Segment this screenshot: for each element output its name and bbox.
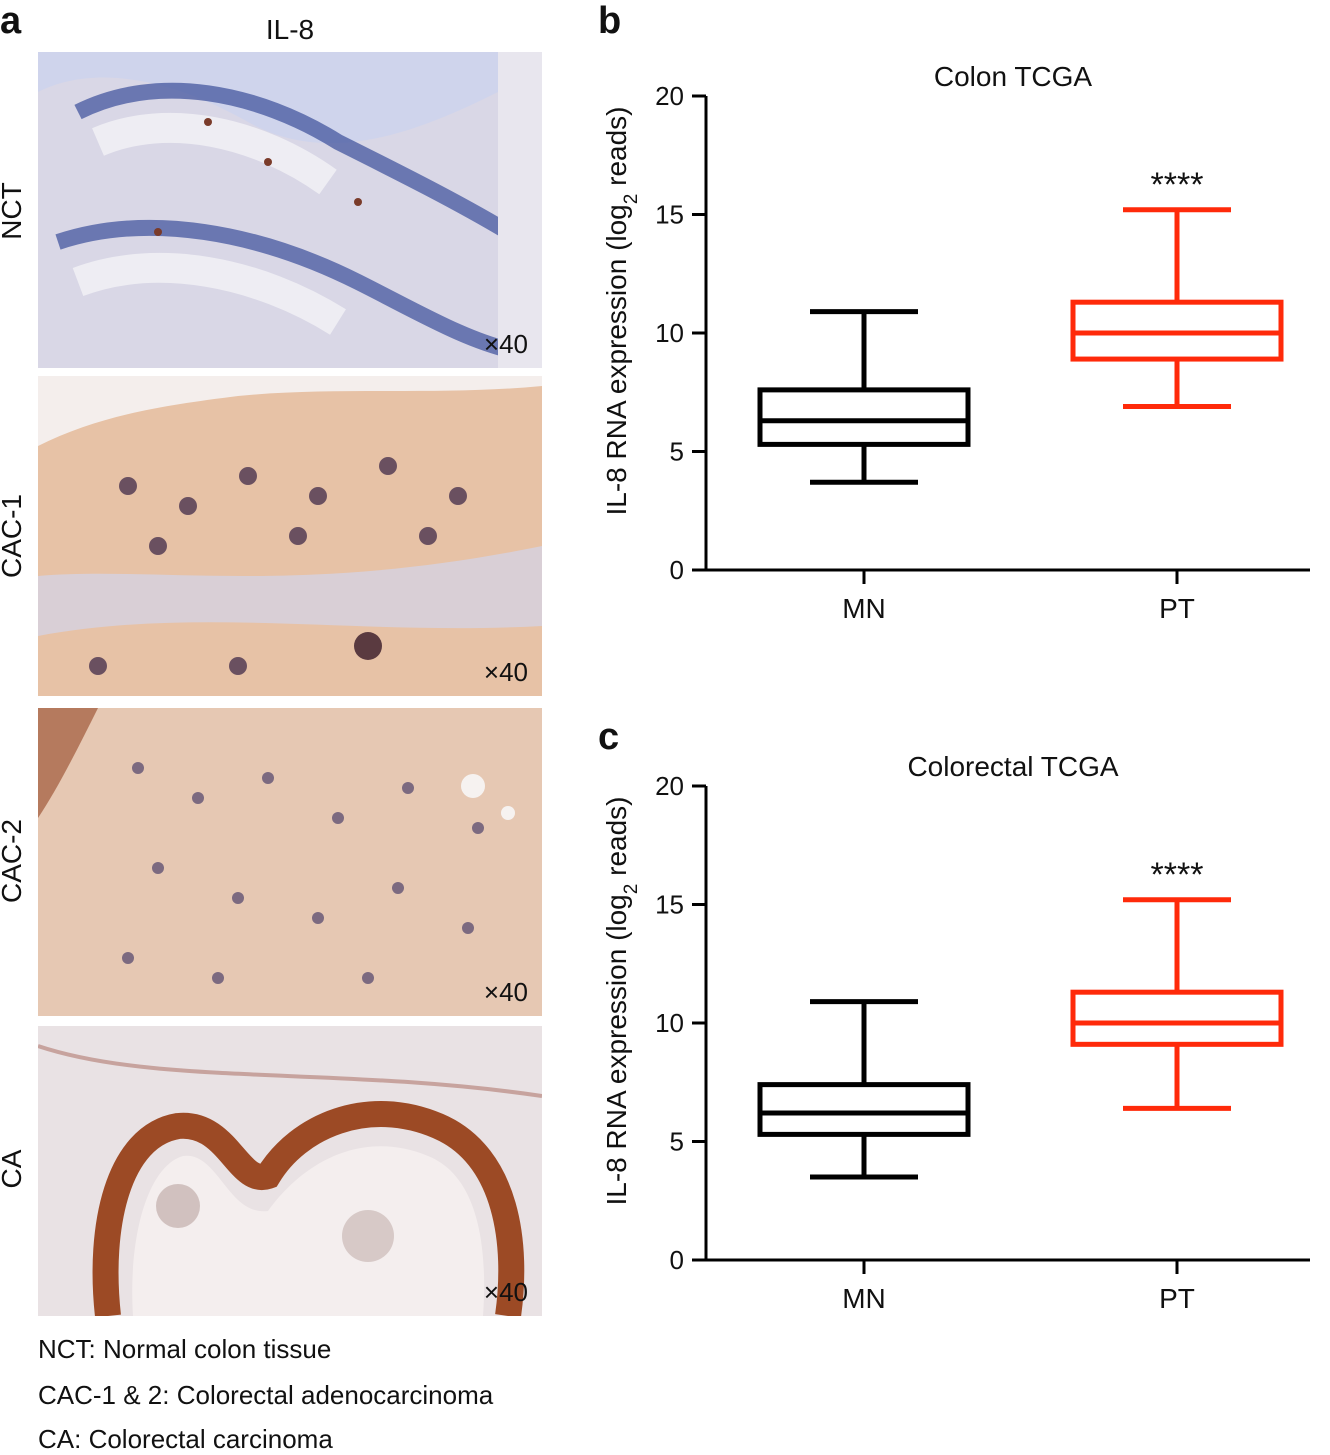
micrograph-nct: ×40	[38, 52, 542, 368]
y-tick-label: 5	[670, 437, 684, 467]
y-tick-label: 20	[655, 81, 684, 111]
box-pt	[1070, 207, 1284, 409]
y-axis-label: IL-8 RNA expression (log2 reads)	[601, 107, 642, 516]
caption-ca: CA: Colorectal carcinoma	[38, 1424, 333, 1454]
micrograph-cac1: ×40	[38, 376, 542, 696]
chart-colorectal-tcga: Colorectal TCGA 0 5 10 15 20 IL-8 RNA expressi…	[590, 690, 1330, 1380]
micrograph-cac2: ×40	[38, 708, 542, 1016]
box-mn	[757, 999, 971, 1180]
row-label-cac1: CAC-1	[0, 494, 27, 579]
y-tick-label: 10	[655, 318, 684, 348]
box-mn	[757, 309, 971, 485]
magnification-label: ×40	[483, 329, 528, 359]
y-tick-label: 5	[670, 1127, 684, 1157]
row-label-ca: CA	[0, 1149, 27, 1189]
x-tick-label: MN	[842, 1283, 886, 1314]
chart-c-svg: Colorectal TCGA 0 5 10 15 20 IL-8 RNA expressi…	[601, 751, 1310, 1314]
chart-title: Colorectal TCGA	[907, 751, 1118, 782]
y-axis-label: IL-8 RNA expression (log2 reads)	[601, 797, 642, 1206]
box-iqr	[1070, 989, 1284, 1047]
box-iqr	[757, 387, 971, 447]
micrograph-nct-image	[38, 52, 542, 368]
chart-colon-tcga: Colon TCGA 0 5 10 15 20 IL-8 RNA expression (l…	[590, 0, 1330, 690]
x-tick-label: PT	[1159, 1283, 1195, 1314]
panel-a-letter: a	[0, 0, 22, 42]
y-tick-label: 0	[670, 1245, 684, 1275]
micrograph-cac1-image	[38, 376, 542, 696]
chart-title: Colon TCGA	[934, 61, 1093, 92]
box-pt	[1070, 897, 1284, 1111]
caption-nct: NCT: Normal colon tissue	[38, 1334, 332, 1364]
y-tick-label: 15	[655, 890, 684, 920]
magnification-label: ×40	[483, 657, 528, 687]
micrograph-ca-image	[38, 1026, 542, 1316]
panel-c-letter: c	[598, 716, 620, 758]
caption-cac: CAC-1 & 2: Colorectal adenocarcinoma	[38, 1380, 494, 1410]
significance-label: ****	[1151, 166, 1204, 204]
y-tick-label: 15	[655, 200, 684, 230]
panel-b-letter: b	[598, 0, 622, 42]
ihc-stain-title: IL-8	[265, 14, 315, 45]
box-iqr	[757, 1082, 971, 1137]
x-tick-label: PT	[1159, 593, 1195, 624]
chart-b-svg: Colon TCGA 0 5 10 15 20 IL-8 RNA expression (l…	[601, 61, 1310, 624]
row-label-cac2: CAC-2	[0, 819, 27, 904]
y-tick-label: 0	[670, 555, 684, 585]
y-tick-label: 20	[655, 771, 684, 801]
micrograph-cac2-image	[38, 708, 542, 1016]
micrograph-ca: ×40	[38, 1026, 542, 1316]
row-label-nct: NCT	[0, 182, 27, 240]
y-tick-label: 10	[655, 1008, 684, 1038]
x-tick-label: MN	[842, 593, 886, 624]
significance-label: ****	[1151, 856, 1204, 894]
magnification-label: ×40	[483, 977, 528, 1007]
magnification-label: ×40	[483, 1277, 528, 1307]
